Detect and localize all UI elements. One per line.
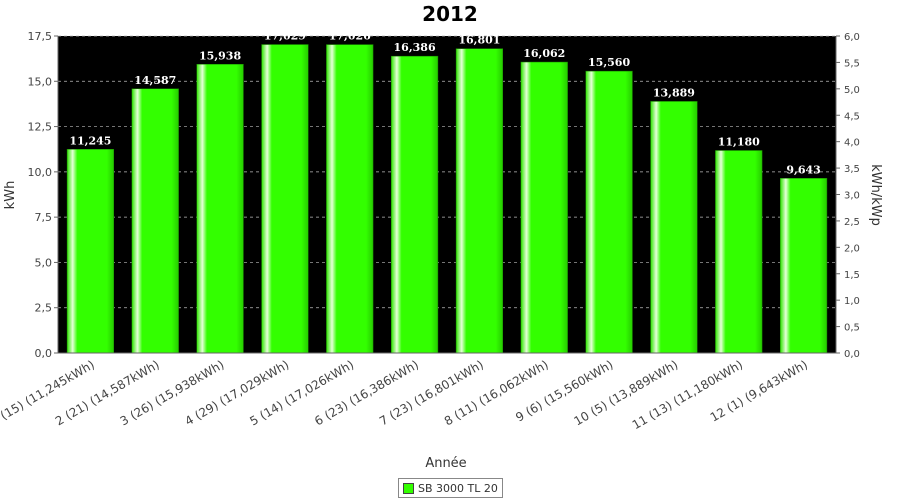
y-tick-label: 5,0 [35, 256, 53, 269]
legend-label: SB 3000 TL 20 [418, 481, 498, 495]
bar-value-label: 9,643 [786, 163, 820, 176]
bar-value-label: 16,062 [523, 47, 565, 60]
category-label: 3 (26) (15,938kWh) [118, 357, 227, 428]
category-label: 2 (21) (14,587kWh) [53, 357, 162, 428]
y-tick-label: 7,5 [35, 211, 53, 224]
category-label: 10 (5) (13,889kWh) [572, 357, 681, 428]
x-axis-title: Année [425, 456, 466, 471]
category-label: 8 (11) (16,062kWh) [442, 357, 551, 428]
category-label: 4 (29) (17,029kWh) [183, 357, 292, 428]
y2-tick-label: 2,0 [844, 243, 860, 254]
category-label: 11 (13) (11,180kWh) [630, 357, 746, 432]
y-axis-ticks: 0,0 2,5 5,0 7,5 10,0 12,5 15,0 17,5 [28, 30, 58, 360]
bar [779, 178, 828, 354]
category-label: 6 (23) (16,386kWh) [312, 357, 421, 428]
y-tick-label: 15,0 [28, 75, 53, 88]
y-tick-label: 10,0 [28, 166, 53, 179]
bar-value-label: 17,026 [329, 30, 371, 43]
category-label: 5 (14) (17,026kWh) [247, 357, 356, 428]
bar-value-label: 15,938 [199, 49, 241, 62]
category-label: 1 (15) (11,245kWh) [0, 357, 97, 428]
y2-tick-label: 4,5 [844, 111, 860, 122]
y2-axis-ticks: 0,0 0,5 1,0 1,5 2,0 2,5 3,0 3,5 4,0 4,5 5,0 5,5 6,0 [836, 32, 860, 360]
bar-value-label: 15,560 [588, 56, 630, 69]
bar-value-labels: 11,245 14,587 15,938 17,029 17,026 16,386 16,8… [69, 30, 820, 177]
bar-value-label: 16,386 [394, 41, 436, 54]
category-label: 7 (23) (16,801kWh) [377, 357, 486, 428]
bar [455, 48, 504, 354]
bar [326, 44, 374, 354]
bar [715, 150, 763, 354]
bar-value-label: 11,245 [69, 134, 111, 147]
plot-area [58, 36, 836, 353]
y2-tick-label: 0,0 [844, 349, 860, 360]
bar [261, 44, 309, 354]
bar-value-label: 13,889 [653, 86, 695, 99]
y2-tick-label: 6,0 [844, 32, 860, 43]
bar [650, 101, 698, 354]
bar-value-label: 11,180 [718, 135, 760, 148]
y2-tick-label: 3,5 [844, 164, 860, 175]
y2-tick-label: 1,0 [844, 296, 860, 307]
y2-tick-label: 4,0 [844, 138, 860, 149]
y2-axis-title: kWh/kWp [868, 164, 883, 226]
bar [66, 149, 115, 354]
y2-tick-label: 5,0 [844, 85, 860, 96]
y2-tick-label: 1,5 [844, 270, 860, 281]
bar [520, 61, 568, 354]
y-tick-label: 2,5 [35, 302, 53, 315]
gridlines [58, 35, 836, 309]
legend: SB 3000 TL 20 [398, 478, 503, 498]
y2-tick-label: 3,0 [844, 191, 860, 202]
bar [390, 55, 439, 354]
y2-tick-label: 5,5 [844, 58, 860, 69]
legend-swatch [403, 482, 414, 494]
y-axis-title: kWh [3, 181, 18, 210]
bar [585, 70, 633, 354]
y2-tick-label: 2,5 [844, 217, 860, 228]
y2-tick-label: 0,5 [844, 323, 860, 334]
bar [196, 64, 244, 354]
bars [66, 44, 828, 354]
bar-value-label: 14,587 [134, 74, 176, 87]
bar-value-label: 16,801 [458, 34, 500, 47]
y-tick-label: 17,5 [28, 30, 53, 43]
category-labels: 1 (15) (11,245kWh)2 (21) (14,587kWh)3 (2… [0, 357, 810, 432]
bar-value-label: 17,029 [264, 30, 306, 43]
chart-title: 2012 [422, 2, 478, 26]
y-tick-label: 12,5 [28, 121, 53, 134]
bar [131, 88, 179, 354]
y-tick-label: 0,0 [35, 347, 53, 360]
